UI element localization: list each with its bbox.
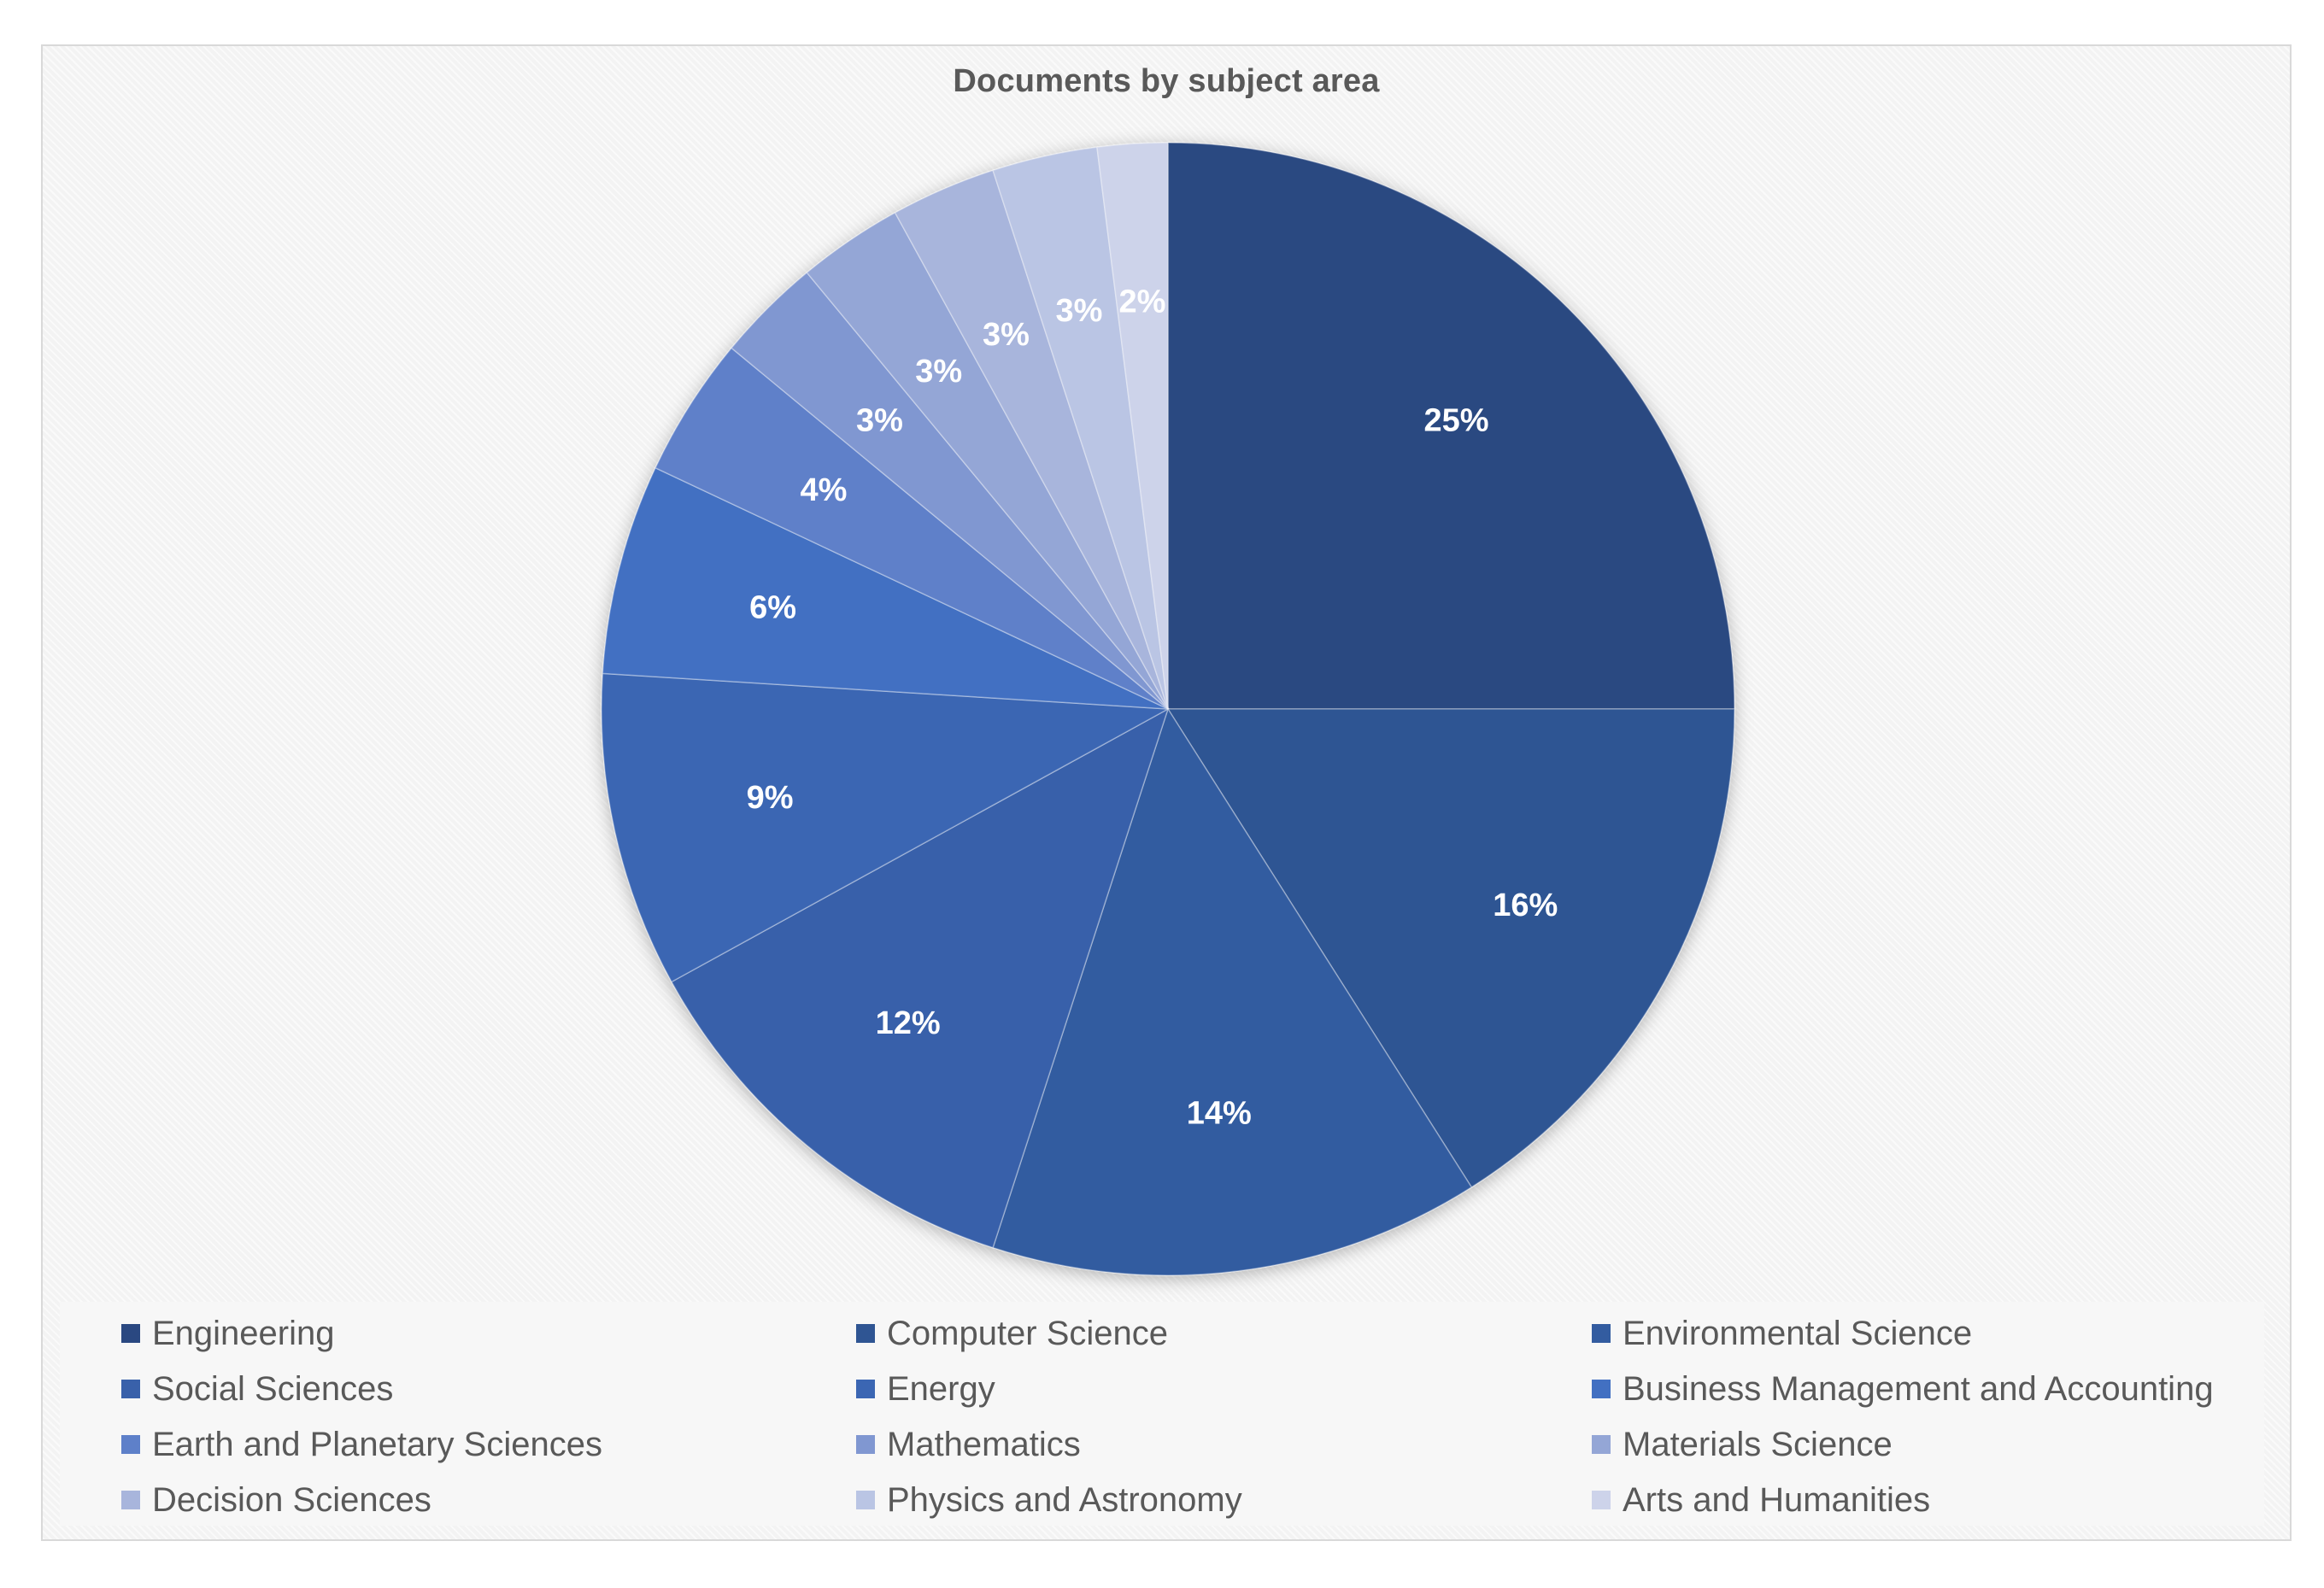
legend-swatch bbox=[1592, 1324, 1611, 1343]
legend-swatch bbox=[856, 1324, 875, 1343]
data-label-engineering: 25% bbox=[1423, 403, 1488, 439]
pie-chart: 25%16%14%12%9%6%4%3%3%3%3% 2% bbox=[601, 142, 1735, 1276]
legend-item-mathematics: Mathematics bbox=[856, 1418, 1081, 1471]
legend-swatch bbox=[121, 1435, 140, 1454]
legend-swatch bbox=[856, 1380, 875, 1398]
chart-title: Documents by subject area bbox=[953, 63, 1380, 99]
legend-swatch bbox=[1592, 1491, 1611, 1509]
legend-label: Earth and Planetary Sciences bbox=[152, 1425, 602, 1463]
legend-label: Engineering bbox=[152, 1314, 335, 1352]
legend-item-decision-sciences: Decision Sciences bbox=[121, 1474, 431, 1526]
legend-item-computer-science: Computer Science bbox=[856, 1307, 1168, 1360]
data-label-business-management-and-accounting: 6% bbox=[749, 589, 796, 625]
legend-swatch bbox=[121, 1380, 140, 1398]
data-label-social-sciences: 12% bbox=[876, 1005, 941, 1041]
pie-slice-computer-science bbox=[1166, 708, 1735, 1188]
legend-item-engineering: Engineering bbox=[121, 1307, 335, 1360]
data-label-mathematics: 3% bbox=[856, 403, 903, 439]
data-label-environmental-science: 14% bbox=[1187, 1096, 1252, 1132]
chart-frame: Documents by subject area 25% 16% 14% 12% 9%… bbox=[41, 44, 2292, 1541]
legend-item-physics-and-astronomy: Physics and Astronomy bbox=[856, 1474, 1242, 1526]
legend-label: Computer Science bbox=[887, 1314, 1169, 1352]
pie-slice-energy bbox=[601, 672, 1171, 983]
legend-label: Physics and Astronomy bbox=[887, 1480, 1242, 1519]
legend-item-business-management-and-accounting: Business Management and Accounting bbox=[1592, 1362, 2214, 1415]
legend-label: Energy bbox=[887, 1369, 995, 1408]
pie-slice-engineering bbox=[1167, 142, 1735, 710]
data-label-materials-science: 3% bbox=[915, 354, 962, 390]
legend-item-environmental-science: Environmental Science bbox=[1592, 1307, 1972, 1360]
legend-label: Mathematics bbox=[887, 1425, 1081, 1463]
legend-swatch bbox=[1592, 1380, 1611, 1398]
pie-slice-social-sciences bbox=[670, 707, 1170, 1249]
data-label-decision-sciences: 3% bbox=[983, 317, 1030, 353]
data-label-energy: 9% bbox=[747, 780, 794, 816]
legend-swatch bbox=[1592, 1435, 1611, 1454]
legend-item-social-sciences: Social Sciences bbox=[121, 1362, 393, 1415]
legend-item-energy: Energy bbox=[856, 1362, 995, 1415]
legend-item-earth-and-planetary-sciences: Earth and Planetary Sciences bbox=[121, 1418, 602, 1471]
legend-swatch bbox=[121, 1491, 140, 1509]
legend-label: Social Sciences bbox=[152, 1369, 394, 1408]
legend-label: Decision Sciences bbox=[152, 1480, 431, 1519]
legend-label: Materials Science bbox=[1623, 1425, 1893, 1463]
data-label-computer-science: 16% bbox=[1493, 888, 1558, 923]
pie-slice-environmental-science bbox=[992, 707, 1473, 1276]
data-label-arts-and-humanities: 2% bbox=[1119, 284, 1166, 320]
legend-swatch bbox=[121, 1324, 140, 1343]
pie-slice-arts-and-humanities bbox=[1096, 142, 1169, 710]
legend-label: Business Management and Accounting bbox=[1623, 1369, 2214, 1408]
legend-swatch bbox=[856, 1435, 875, 1454]
legend-swatch bbox=[856, 1491, 875, 1509]
legend-item-materials-science: Materials Science bbox=[1592, 1418, 1893, 1471]
data-label-earth-and-planetary-sciences: 4% bbox=[801, 472, 848, 508]
legend: Engineering Computer Science Environmental… bbox=[60, 1302, 2264, 1526]
legend-item-arts-and-humanities: Arts and Humanities bbox=[1592, 1474, 1930, 1526]
data-label-physics-and-astronomy: 3% bbox=[1055, 293, 1102, 329]
pie-slice-business-management-and-accounting bbox=[602, 466, 1169, 710]
legend-label: Environmental Science bbox=[1623, 1314, 1973, 1352]
legend-label: Arts and Humanities bbox=[1623, 1480, 1931, 1519]
